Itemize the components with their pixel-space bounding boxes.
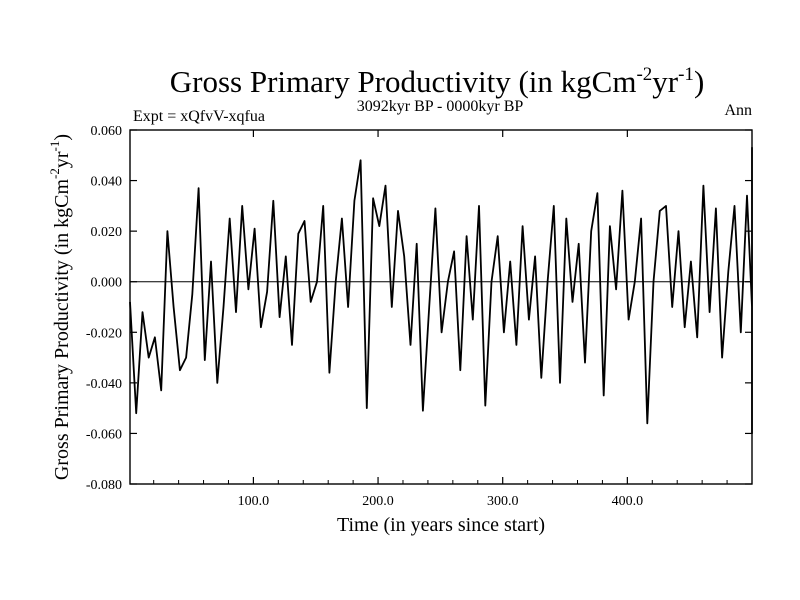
y-tick-label: -0.040 [86,377,122,392]
y-tick-label: -0.020 [86,326,122,341]
x-tick-label: 200.0 [362,494,394,509]
season-label: Ann [724,102,752,119]
x-tick-label: 400.0 [612,494,644,509]
y-tick-label: 0.060 [91,124,123,139]
y-tick-label: 0.040 [91,175,123,190]
y-tick-label: 0.020 [91,225,123,240]
y-tick-label: -0.080 [86,478,122,493]
time-range-label: 3092kyr BP - 0000kyr BP [357,98,524,115]
y-axis-label: Gross Primary Productivity (in kgCm-2yr-… [47,134,73,480]
gpp-series-line [129,146,753,435]
y-axis-ticks: 0.060 0.040 0.020 0.000 -0.020 -0.040 -0.060 -0… [86,124,752,493]
y-tick-label: -0.060 [86,427,122,442]
chart-title: Gross Primary Productivity (in kgCm-2yr-… [170,64,705,99]
x-axis-ticks: 100.0 200.0 300.0 400.0 [153,130,728,509]
x-tick-label: 300.0 [487,494,519,509]
x-axis-label: Time (in years since start) [337,514,545,536]
experiment-label: Expt = xQfvV-xqfua [133,108,265,125]
x-tick-label: 100.0 [238,494,270,509]
y-tick-label: 0.000 [91,276,123,291]
